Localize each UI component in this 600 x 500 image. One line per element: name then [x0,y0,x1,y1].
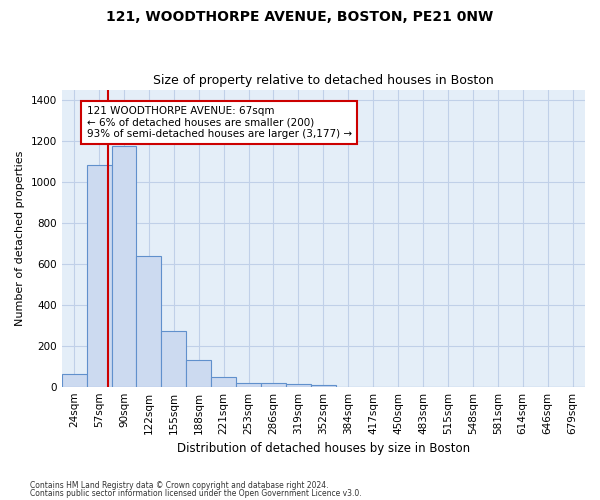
Bar [62,374,86,386]
Text: Contains HM Land Registry data © Crown copyright and database right 2024.: Contains HM Land Registry data © Crown c… [30,481,329,490]
X-axis label: Distribution of detached houses by size in Boston: Distribution of detached houses by size … [177,442,470,455]
Bar [311,385,336,386]
Title: Size of property relative to detached houses in Boston: Size of property relative to detached ho… [153,74,494,87]
Bar [186,360,211,386]
Text: 121, WOODTHORPE AVENUE, BOSTON, PE21 0NW: 121, WOODTHORPE AVENUE, BOSTON, PE21 0NW [106,10,494,24]
Bar [136,256,161,386]
Bar [261,383,286,386]
Bar [236,383,261,386]
Bar [86,166,112,386]
Text: 121 WOODTHORPE AVENUE: 67sqm
← 6% of detached houses are smaller (200)
93% of se: 121 WOODTHORPE AVENUE: 67sqm ← 6% of det… [86,106,352,139]
Text: Contains public sector information licensed under the Open Government Licence v3: Contains public sector information licen… [30,488,362,498]
Y-axis label: Number of detached properties: Number of detached properties [15,150,25,326]
Bar [161,332,186,386]
Bar [211,378,236,386]
Bar [112,146,136,386]
Bar [286,384,311,386]
